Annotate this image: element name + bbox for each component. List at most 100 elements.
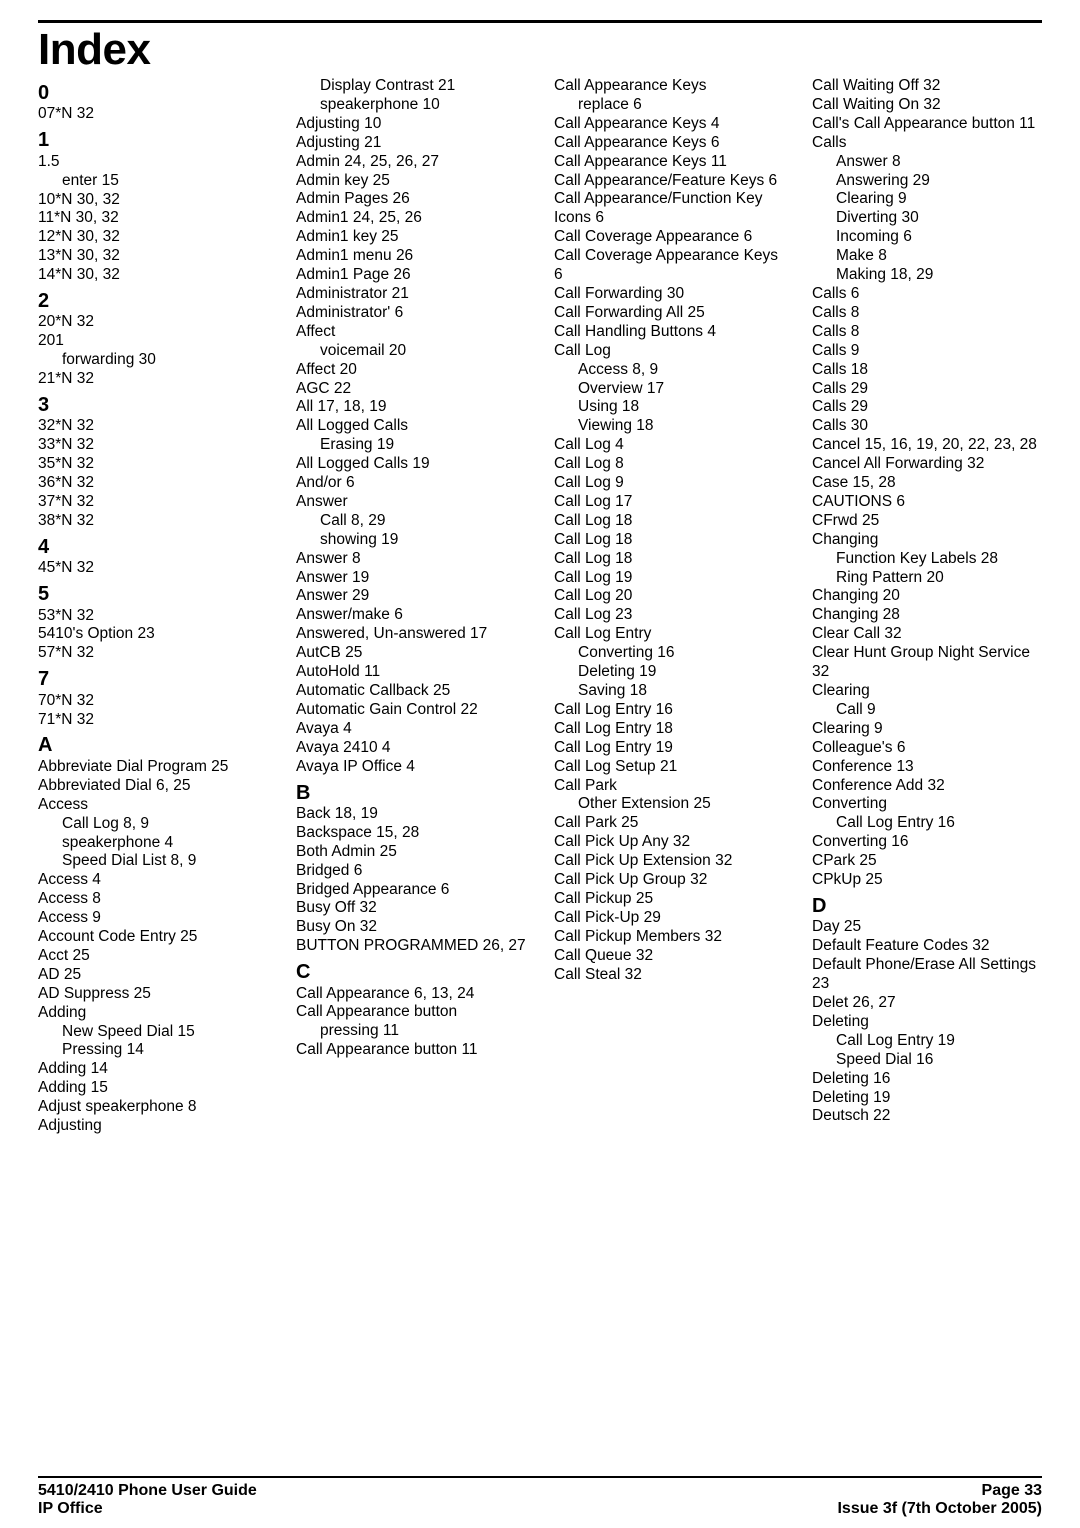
index-subentry: New Speed Dial 15 bbox=[38, 1023, 268, 1042]
page-footer: 5410/2410 Phone User Guide IP Office Pag… bbox=[38, 1478, 1042, 1518]
index-entry: AutCB 25 bbox=[296, 644, 526, 663]
index-entry: Calls 6 bbox=[812, 285, 1042, 304]
index-subentry: Saving 18 bbox=[554, 682, 784, 701]
index-subentry: Speed Dial 16 bbox=[812, 1051, 1042, 1070]
index-entry: Abbreviate Dial Program 25 bbox=[38, 758, 268, 777]
index-entry: Case 15, 28 bbox=[812, 474, 1042, 493]
footer-issue: Issue 3f (7th October 2005) bbox=[837, 1500, 1042, 1518]
top-rule bbox=[38, 20, 1042, 23]
index-entry: Call Steal 32 bbox=[554, 966, 784, 985]
index-entry: 33*N 32 bbox=[38, 436, 268, 455]
section-heading: 0 bbox=[38, 81, 268, 105]
index-entry: Changing 20 bbox=[812, 587, 1042, 606]
index-subentry: Function Key Labels 28 bbox=[812, 550, 1042, 569]
footer-guide-title: 5410/2410 Phone User Guide bbox=[38, 1482, 257, 1500]
index-entry: CAUTIONS 6 bbox=[812, 493, 1042, 512]
index-entry: Default Phone/Erase All Settings 23 bbox=[812, 956, 1042, 994]
index-subentry: Making 18, 29 bbox=[812, 266, 1042, 285]
index-entry: Cancel 15, 16, 19, 20, 22, 23, 28 bbox=[812, 436, 1042, 455]
index-entry: Admin1 menu 26 bbox=[296, 247, 526, 266]
index-entry: Call Log Entry 19 bbox=[554, 739, 784, 758]
index-entry: Call Appearance Keys bbox=[554, 77, 784, 96]
index-subentry: speakerphone 10 bbox=[296, 96, 526, 115]
index-entry: Call Waiting Off 32 bbox=[812, 77, 1042, 96]
index-entry: Access bbox=[38, 796, 268, 815]
index-entry: Calls 29 bbox=[812, 398, 1042, 417]
index-subentry: Clearing 9 bbox=[812, 190, 1042, 209]
index-entry: Clear Hunt Group Night Service 32 bbox=[812, 644, 1042, 682]
index-entry: Admin1 key 25 bbox=[296, 228, 526, 247]
index-entry: 36*N 32 bbox=[38, 474, 268, 493]
index-page: Index 007*N 3211.5enter 1510*N 30, 3211*… bbox=[0, 0, 1080, 1528]
index-entry: All Logged Calls 19 bbox=[296, 455, 526, 474]
index-entry: Avaya IP Office 4 bbox=[296, 758, 526, 777]
index-subentry: Answering 29 bbox=[812, 172, 1042, 191]
section-heading: A bbox=[38, 733, 268, 757]
index-subentry: Display Contrast 21 bbox=[296, 77, 526, 96]
index-columns: 007*N 3211.5enter 1510*N 30, 3211*N 30, … bbox=[38, 77, 1042, 1470]
index-entry: Access 9 bbox=[38, 909, 268, 928]
index-entry: AD Suppress 25 bbox=[38, 985, 268, 1004]
section-heading: 2 bbox=[38, 289, 268, 313]
index-entry: Both Admin 25 bbox=[296, 843, 526, 862]
index-entry: 20*N 32 bbox=[38, 313, 268, 332]
index-entry: Call Appearance Keys 11 bbox=[554, 153, 784, 172]
index-entry: 13*N 30, 32 bbox=[38, 247, 268, 266]
index-subentry: Ring Pattern 20 bbox=[812, 569, 1042, 588]
index-entry: Bridged Appearance 6 bbox=[296, 881, 526, 900]
index-entry: Call Log 19 bbox=[554, 569, 784, 588]
index-column-4: Call Waiting Off 32Call Waiting On 32Cal… bbox=[812, 77, 1042, 1470]
index-entry: Access 4 bbox=[38, 871, 268, 890]
index-entry: Deleting bbox=[812, 1013, 1042, 1032]
index-entry: Calls 18 bbox=[812, 361, 1042, 380]
index-entry: 37*N 32 bbox=[38, 493, 268, 512]
index-entry: Answer bbox=[296, 493, 526, 512]
index-entry: Administrator' 6 bbox=[296, 304, 526, 323]
index-entry: Answer 8 bbox=[296, 550, 526, 569]
index-column-3: Call Appearance Keysreplace 6Call Appear… bbox=[554, 77, 784, 1470]
index-entry: AutoHold 11 bbox=[296, 663, 526, 682]
section-heading: 7 bbox=[38, 667, 268, 691]
index-subentry: Erasing 19 bbox=[296, 436, 526, 455]
index-entry: 35*N 32 bbox=[38, 455, 268, 474]
index-column-1: 007*N 3211.5enter 1510*N 30, 3211*N 30, … bbox=[38, 77, 268, 1470]
index-entry: Conference Add 32 bbox=[812, 777, 1042, 796]
index-subentry: Pressing 14 bbox=[38, 1041, 268, 1060]
index-entry: Call Pickup 25 bbox=[554, 890, 784, 909]
index-subentry: Call Log 8, 9 bbox=[38, 815, 268, 834]
index-entry: Adjusting bbox=[38, 1117, 268, 1136]
index-entry: Call Coverage Appearance 6 bbox=[554, 228, 784, 247]
index-entry: CPkUp 25 bbox=[812, 871, 1042, 890]
index-subentry: Overview 17 bbox=[554, 380, 784, 399]
index-entry: Call Appearance button bbox=[296, 1003, 526, 1022]
index-entry: 201 bbox=[38, 332, 268, 351]
index-entry: Avaya 4 bbox=[296, 720, 526, 739]
index-entry: Bridged 6 bbox=[296, 862, 526, 881]
index-entry: Call's Call Appearance button 11 bbox=[812, 115, 1042, 134]
index-subentry: Speed Dial List 8, 9 bbox=[38, 852, 268, 871]
index-subentry: Using 18 bbox=[554, 398, 784, 417]
index-entry: Call Appearance 6, 13, 24 bbox=[296, 985, 526, 1004]
index-entry: Clearing bbox=[812, 682, 1042, 701]
index-entry: Admin Pages 26 bbox=[296, 190, 526, 209]
index-entry: Call Log 20 bbox=[554, 587, 784, 606]
index-entry: Call Appearance/Function Key Icons 6 bbox=[554, 190, 784, 228]
index-entry: Conference 13 bbox=[812, 758, 1042, 777]
index-entry: 53*N 32 bbox=[38, 607, 268, 626]
index-entry: 10*N 30, 32 bbox=[38, 191, 268, 210]
index-subentry: pressing 11 bbox=[296, 1022, 526, 1041]
index-entry: 11*N 30, 32 bbox=[38, 209, 268, 228]
index-entry: Admin 24, 25, 26, 27 bbox=[296, 153, 526, 172]
index-entry: AGC 22 bbox=[296, 380, 526, 399]
index-subentry: Access 8, 9 bbox=[554, 361, 784, 380]
index-entry: Automatic Callback 25 bbox=[296, 682, 526, 701]
index-entry: AD 25 bbox=[38, 966, 268, 985]
index-entry: Call Appearance button 11 bbox=[296, 1041, 526, 1060]
index-entry: And/or 6 bbox=[296, 474, 526, 493]
index-entry: 38*N 32 bbox=[38, 512, 268, 531]
index-entry: Call Log 9 bbox=[554, 474, 784, 493]
index-entry: Backspace 15, 28 bbox=[296, 824, 526, 843]
index-entry: Call Log Entry 16 bbox=[554, 701, 784, 720]
index-subentry: Other Extension 25 bbox=[554, 795, 784, 814]
index-entry: Answer 19 bbox=[296, 569, 526, 588]
